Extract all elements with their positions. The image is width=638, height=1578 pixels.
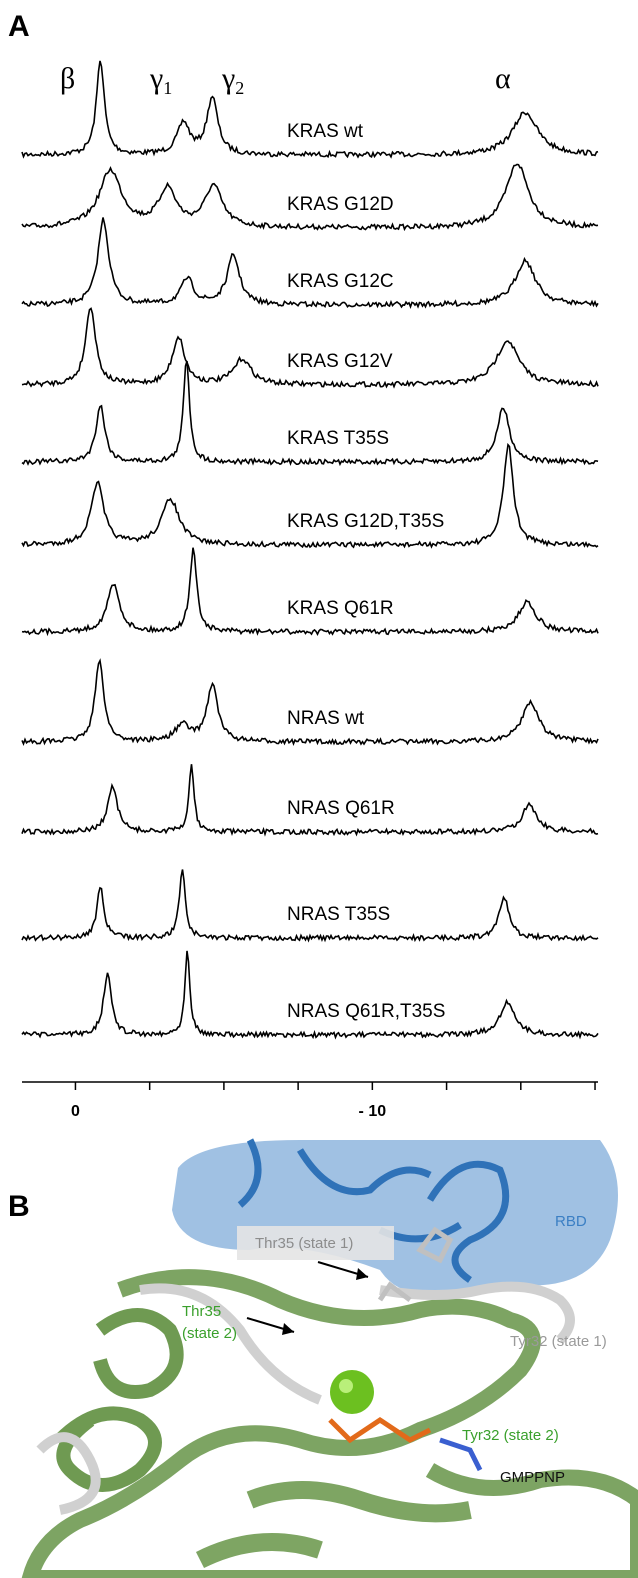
peak-symbol: β	[60, 62, 75, 95]
peak-subscript: 2	[235, 78, 244, 98]
spectrum	[21, 307, 599, 389]
trace-label: NRAS wt	[287, 708, 365, 729]
peak-symbol: γ	[221, 62, 235, 95]
peak-symbol: γ	[149, 62, 163, 95]
x-tick-label: - 10	[359, 1103, 387, 1120]
spectrum	[21, 217, 599, 309]
trace-label: KRAS T35S	[287, 428, 389, 449]
trace-label: KRAS G12C	[287, 271, 394, 292]
trace-label: NRAS Q61R	[287, 798, 395, 819]
spectrum	[21, 60, 599, 159]
spectrum	[21, 658, 599, 747]
x-tick-label: 0	[71, 1103, 80, 1120]
peak-subscript: 1	[163, 78, 172, 98]
spectrum	[21, 360, 599, 467]
spectrum	[21, 869, 599, 943]
spectrum	[21, 163, 599, 232]
structure	[21, 1138, 638, 1578]
trace-label: KRAS G12D,T35S	[287, 511, 444, 532]
annotation: Thr35	[182, 1303, 221, 1320]
trace-label: KRAS G12D	[287, 194, 394, 215]
spectrum	[21, 442, 599, 549]
spectrum	[21, 764, 599, 837]
peak-label: γ1	[149, 62, 172, 98]
peak-label: γ2	[221, 62, 244, 98]
trace-label: NRAS Q61R,T35S	[287, 1001, 445, 1022]
annotation: RBD	[555, 1213, 587, 1230]
annotation: (state 2)	[182, 1325, 237, 1342]
peak-label: α	[495, 62, 511, 95]
trace-label: KRAS Q61R	[287, 598, 394, 619]
panel-label: B	[8, 1190, 30, 1223]
annotation: GMPPNP	[500, 1469, 565, 1486]
spectrum	[21, 950, 599, 1040]
annotation: Tyr32 (state 2)	[462, 1427, 559, 1444]
trace-label: KRAS G12V	[287, 351, 393, 372]
trace-label: NRAS T35S	[287, 904, 390, 925]
panel-label: A	[8, 10, 30, 43]
peak-label: β	[60, 62, 75, 95]
peak-symbol: α	[495, 62, 511, 95]
trace-label: KRAS wt	[287, 121, 364, 142]
annotation: Thr35 (state 1)	[255, 1235, 353, 1252]
annotation: Tyr32 (state 1)	[510, 1333, 607, 1350]
spectrum	[21, 547, 599, 637]
